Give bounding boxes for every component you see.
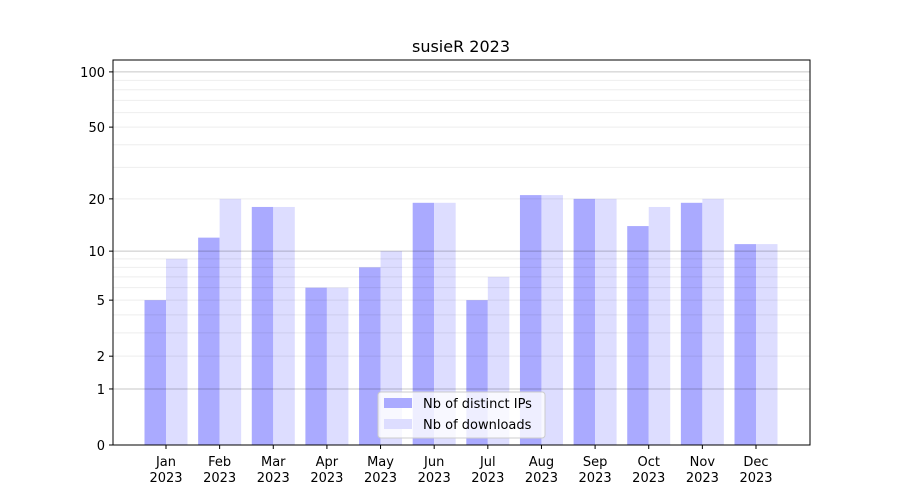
bar-distinct-ips	[573, 198, 596, 445]
x-tick-label-month: Nov	[690, 455, 716, 470]
x-tick-label-month: May	[367, 455, 394, 470]
bar-downloads	[273, 206, 295, 445]
bar-distinct-ips	[412, 202, 435, 445]
bar-distinct-ips	[734, 244, 756, 445]
x-tick-label-year: 2023	[149, 471, 182, 486]
x-tick-label-month: Jul	[479, 455, 496, 470]
chart-title: susieR 2023	[412, 37, 510, 56]
x-tick-label-year: 2023	[632, 471, 665, 486]
bar-downloads	[434, 202, 456, 445]
x-tick-label-year: 2023	[525, 471, 558, 486]
bar-downloads	[541, 195, 563, 445]
y-tick-label: 10	[88, 245, 105, 260]
bar-distinct-ips	[251, 206, 274, 445]
legend-label: Nb of downloads	[423, 418, 532, 433]
bar-downloads	[595, 198, 617, 445]
y-tick-label: 5	[97, 294, 105, 309]
y-tick-label: 0	[97, 439, 105, 454]
x-tick-label-year: 2023	[418, 471, 451, 486]
y-tick-label: 100	[80, 66, 105, 81]
x-tick-label-month: Jan	[155, 455, 176, 470]
bar-distinct-ips	[680, 202, 703, 445]
bar-distinct-ips	[627, 226, 649, 445]
legend-swatch	[384, 419, 412, 429]
legend-label: Nb of distinct IPs	[423, 397, 532, 412]
bar-distinct-ips	[198, 237, 220, 445]
y-tick-label: 50	[88, 121, 105, 136]
bar-distinct-ips	[519, 195, 542, 445]
x-tick-label-year: 2023	[579, 471, 612, 486]
bar-downloads	[166, 258, 188, 445]
x-tick-label-year: 2023	[310, 471, 343, 486]
x-tick-label-year: 2023	[739, 471, 772, 486]
legend: Nb of distinct IPs Nb of downloads	[377, 391, 546, 439]
bar-distinct-ips	[305, 287, 327, 445]
bar-downloads	[219, 198, 242, 445]
x-tick-label-month: Aug	[529, 455, 554, 470]
y-tick-label: 20	[88, 193, 105, 208]
x-tick-label-year: 2023	[471, 471, 504, 486]
x-tick-label-month: Feb	[208, 455, 231, 470]
x-tick-label-year: 2023	[364, 471, 397, 486]
bar-downloads	[702, 198, 724, 445]
legend-box	[377, 391, 546, 439]
legend-swatch	[384, 398, 412, 408]
x-tick-label-year: 2023	[257, 471, 290, 486]
y-tick-label: 1	[97, 383, 105, 398]
axes-frame	[112, 59, 811, 446]
bar-downloads	[756, 244, 778, 445]
x-tick-label-month: Dec	[743, 455, 768, 470]
x-tick-label-month: Mar	[261, 455, 286, 470]
bar-distinct-ips	[359, 267, 381, 445]
bar-distinct-ips	[144, 300, 166, 445]
x-tick-label-month: Jun	[423, 455, 444, 470]
y-tick-label: 2	[97, 350, 105, 365]
x-tick-label-month: Sep	[583, 455, 608, 470]
bar-downloads	[326, 287, 349, 445]
x-tick-label-month: Oct	[637, 455, 659, 470]
x-tick-label-month: Apr	[316, 455, 339, 470]
x-tick-label-year: 2023	[686, 471, 719, 486]
bar-downloads	[648, 206, 671, 445]
x-tick-label-year: 2023	[203, 471, 236, 486]
